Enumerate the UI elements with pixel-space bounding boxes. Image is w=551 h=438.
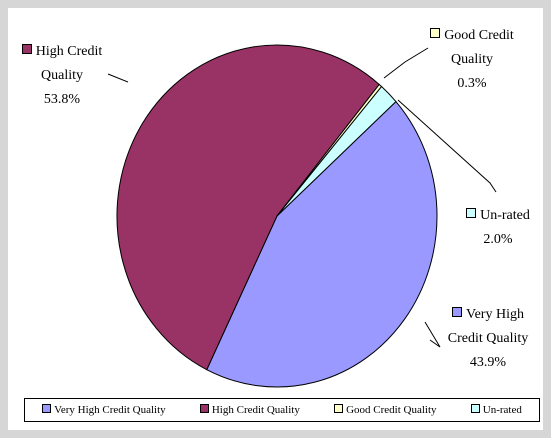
data-label: High Credit Quality 53.8% [8, 40, 116, 112]
label-value: 53.8% [43, 92, 81, 107]
legend-swatch [42, 404, 52, 413]
label-category: Good Credit Quality [444, 28, 514, 67]
leader-line [107, 73, 129, 83]
data-label: Good Credit Quality 0.3% [428, 24, 516, 96]
label-swatch [21, 44, 32, 54]
legend-label: High Credit Quality [211, 404, 300, 416]
leader-line [397, 99, 497, 193]
label-category: Un-rated [480, 208, 530, 223]
label-value: 0.3% [457, 76, 487, 91]
label-swatch [466, 208, 477, 218]
legend-entry: Very High Credit Quality [42, 404, 166, 416]
legend-swatch [334, 404, 344, 413]
label-value: 43.9% [469, 355, 507, 370]
legend-entry: Un-rated [470, 404, 522, 416]
data-label: Very High Credit Quality 43.9% [438, 303, 538, 375]
legend-swatch [470, 404, 480, 413]
legend-entry: Good Credit Quality [334, 404, 437, 416]
legend-label: Un-rated [482, 404, 522, 416]
legend-label: Very High Credit Quality [54, 404, 166, 416]
label-swatch [452, 307, 463, 317]
legend: Very High Credit Quality High Credit Qual… [24, 398, 540, 422]
legend-label: Good Credit Quality [346, 404, 437, 416]
legend-entry: High Credit Quality [199, 404, 300, 416]
leader-line [383, 47, 429, 79]
label-value: 2.0% [483, 232, 513, 247]
legend-swatch [199, 404, 209, 413]
pie-slice [116, 44, 380, 371]
data-label: Un-rated 2.0% [452, 204, 544, 252]
label-category: Very High Credit Quality [447, 307, 529, 346]
label-category: High Credit Quality [35, 44, 103, 83]
leader-line [424, 321, 441, 348]
pie-slice [206, 100, 438, 388]
label-swatch [430, 28, 441, 38]
pie-slice [276, 85, 397, 217]
